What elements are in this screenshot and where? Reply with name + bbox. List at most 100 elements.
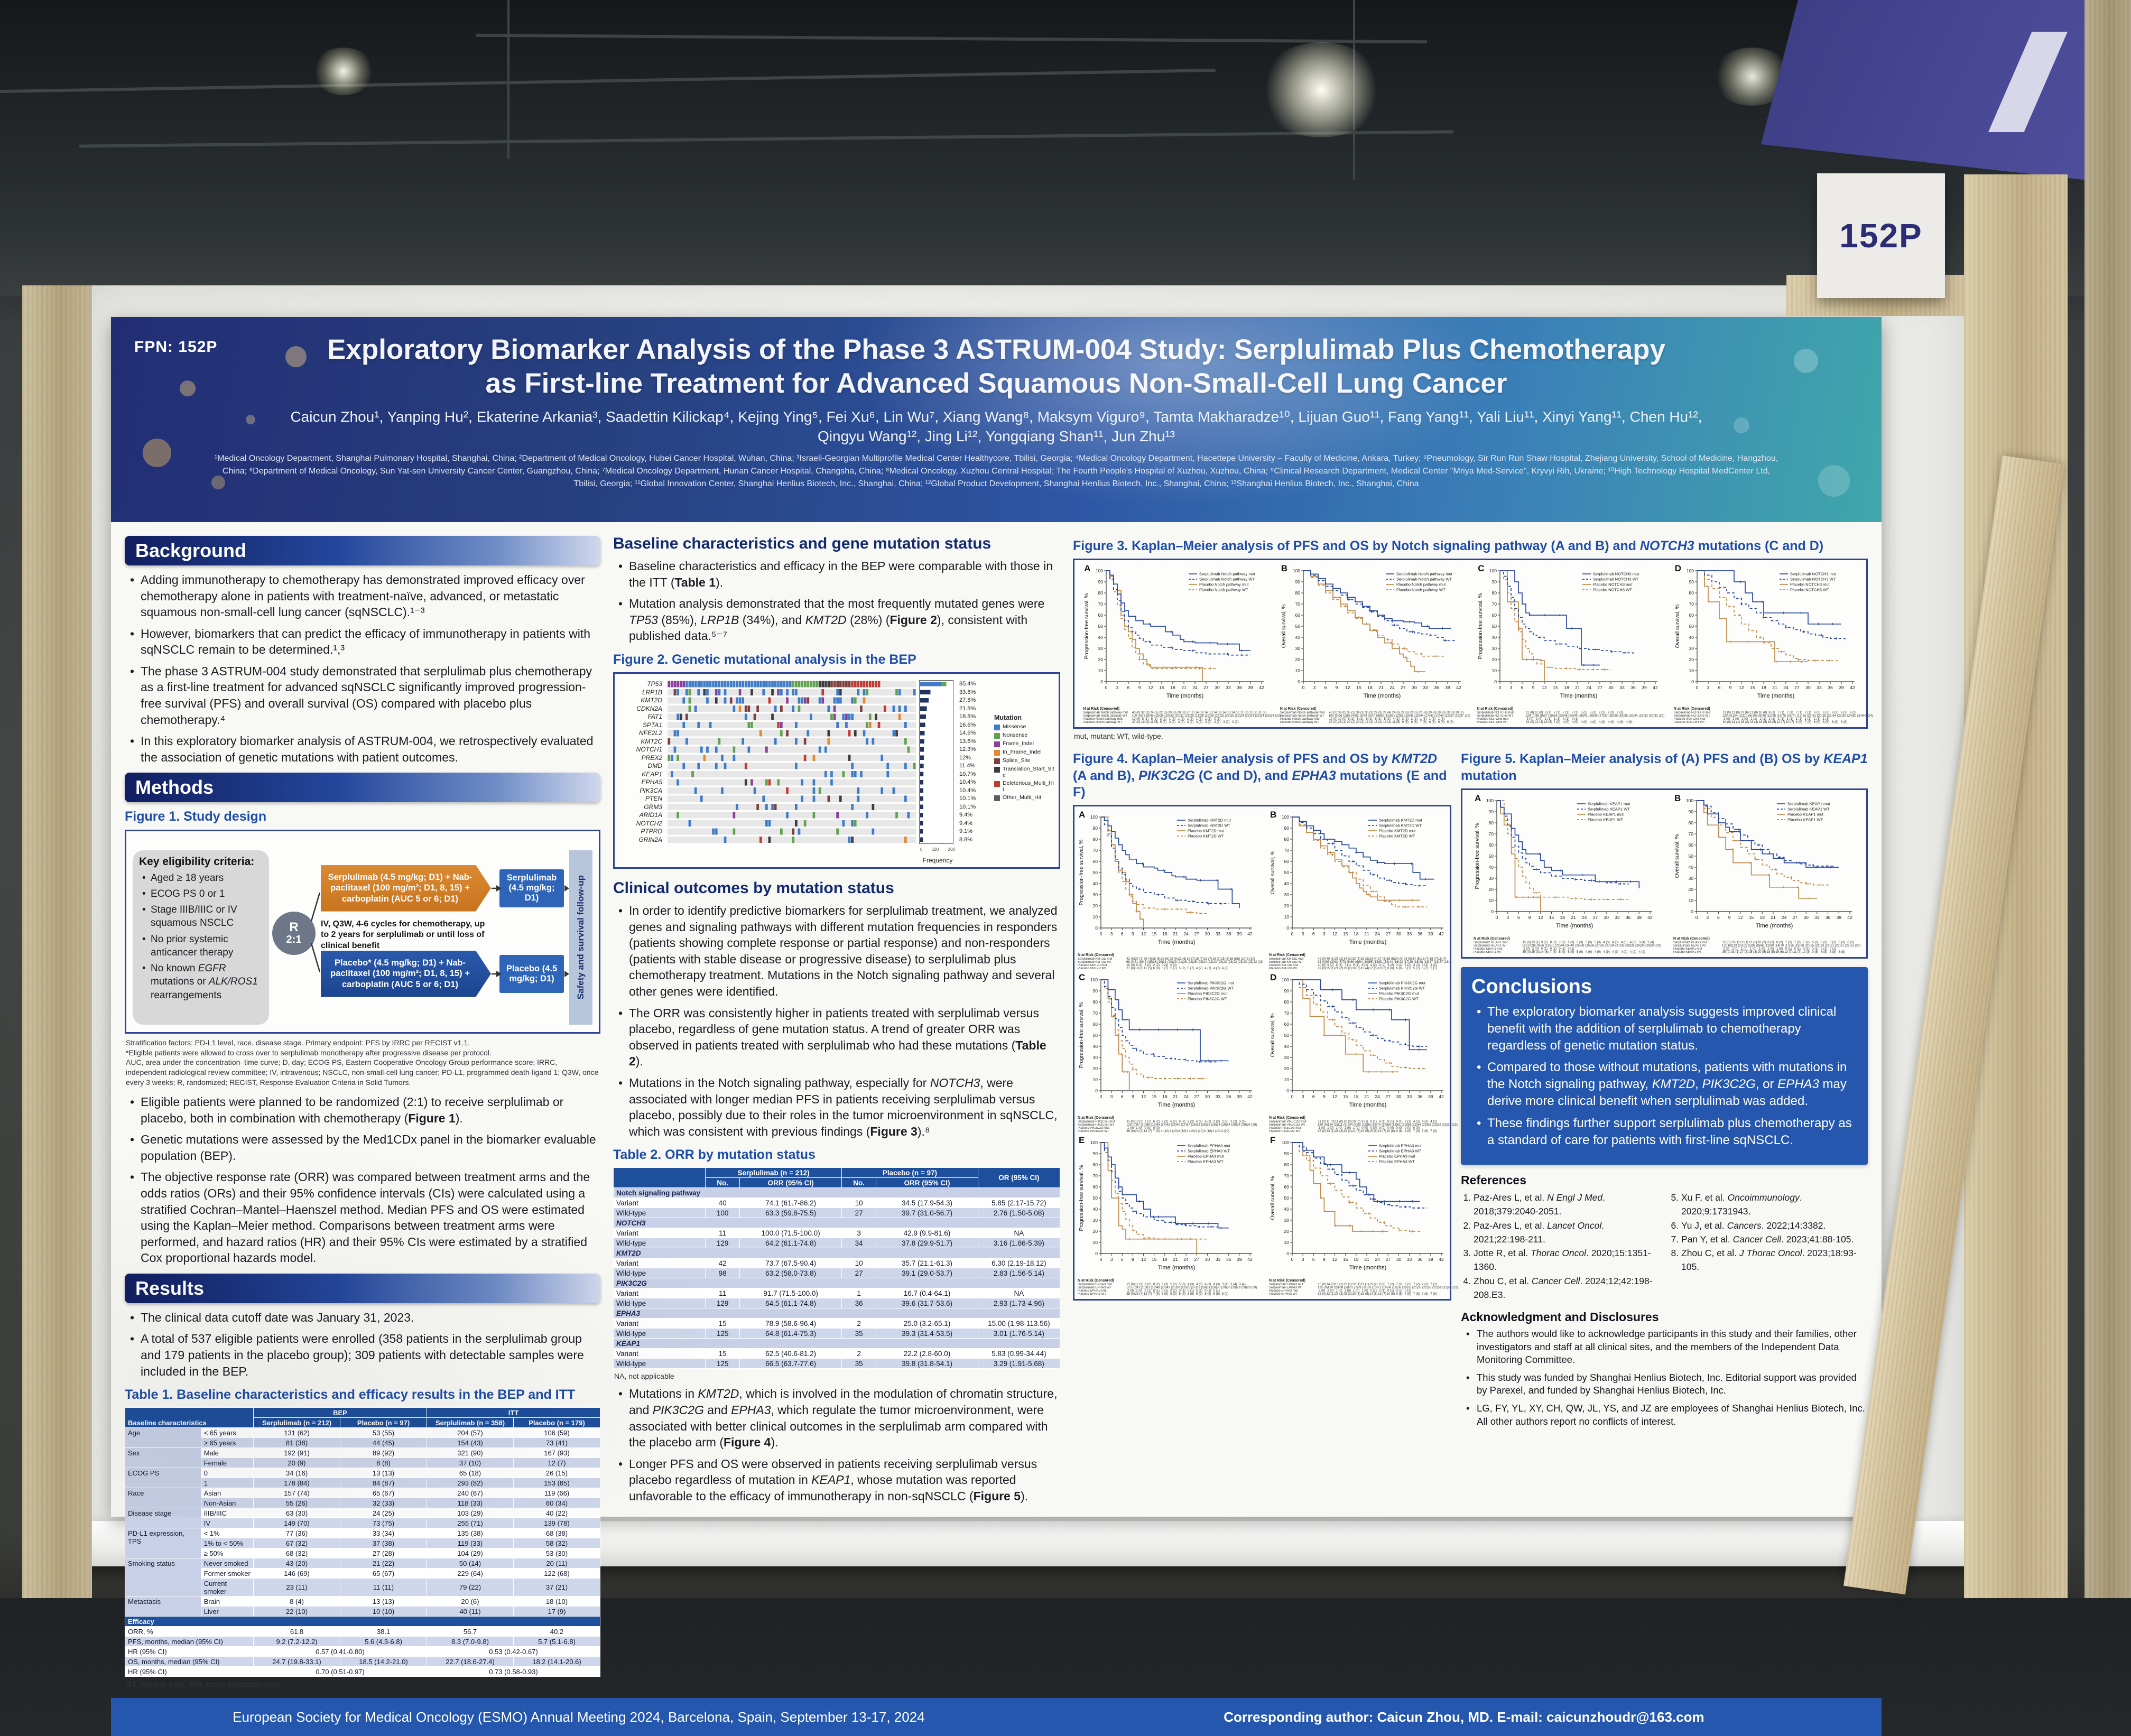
svg-text:30: 30 xyxy=(1205,1094,1210,1099)
svg-text:30: 30 xyxy=(1689,876,1694,881)
svg-text:80: 80 xyxy=(1492,590,1497,596)
svg-text:80: 80 xyxy=(1284,837,1290,842)
svg-text:12: 12 xyxy=(1739,685,1744,690)
svg-text:30: 30 xyxy=(1093,892,1098,897)
svg-text:30: 30 xyxy=(1492,646,1497,651)
list-item: Mutations in the Notch signaling pathway… xyxy=(615,1075,1059,1139)
svg-text:Placebo EPHA3 mut: Placebo EPHA3 mut xyxy=(1188,1154,1224,1159)
hanging-banner xyxy=(1761,0,2131,185)
svg-text:40: 40 xyxy=(1295,635,1300,640)
svg-text:100: 100 xyxy=(1293,568,1300,573)
svg-text:30: 30 xyxy=(1396,1257,1402,1262)
svg-text:42: 42 xyxy=(1259,685,1265,690)
svg-text:70: 70 xyxy=(1689,601,1694,607)
svg-text:40: 40 xyxy=(1284,1044,1290,1049)
svg-text:20: 20 xyxy=(1689,887,1694,892)
risk-table: N at Risk (Censored) Serplulimab NOTCH3 m… xyxy=(1477,707,1665,725)
svg-text:Placebo Notch pathway WT: Placebo Notch pathway WT xyxy=(1396,588,1446,592)
risk-table: N at Risk (Censored) Serplulimab Notch pa… xyxy=(1083,707,1281,725)
svg-text:70: 70 xyxy=(1093,1010,1098,1016)
list-item: Yu J, et al. Cancers. 2022;14:3382. xyxy=(1681,1219,1868,1232)
ceiling-light xyxy=(312,48,375,95)
table1: Baseline characteristics BEP ITT Serplulima… xyxy=(125,1407,600,1677)
km-panel-f5b: B 0 10 20 30 40 50 60 70 80 90 100 0 3 6 9 12 15 18 21 24 27 3… xyxy=(1673,793,1861,954)
ceiling-truss xyxy=(0,68,1216,94)
svg-text:36: 36 xyxy=(1417,1094,1423,1099)
svg-text:42: 42 xyxy=(1850,685,1855,690)
middle-column: Baseline characteristics and gene mutati… xyxy=(613,533,1061,1694)
svg-text:Time (months): Time (months) xyxy=(1556,923,1593,929)
svg-text:Placebo NOTCH3 mut: Placebo NOTCH3 mut xyxy=(1593,582,1633,587)
svg-text:30: 30 xyxy=(1093,1218,1098,1223)
svg-text:60: 60 xyxy=(1093,1184,1098,1190)
svg-text:50: 50 xyxy=(1093,1195,1098,1201)
svg-text:Overall survival, %: Overall survival, % xyxy=(1675,605,1681,648)
svg-text:40: 40 xyxy=(1284,1206,1290,1212)
svg-text:Serplulimab EPHA3 WT: Serplulimab EPHA3 WT xyxy=(1379,1149,1421,1154)
ceiling-truss xyxy=(79,130,1453,148)
svg-text:Serplulimab KMT2D mut: Serplulimab KMT2D mut xyxy=(1379,818,1423,823)
svg-text:36: 36 xyxy=(1417,1257,1423,1262)
svg-text:70: 70 xyxy=(1093,1173,1098,1178)
svg-text:60: 60 xyxy=(1689,612,1694,618)
svg-text:6: 6 xyxy=(1121,1094,1124,1099)
list-item: Zhou C, et al. J Thorac Oncol. 2023;18:9… xyxy=(1681,1246,1868,1274)
svg-text:30: 30 xyxy=(1284,892,1290,897)
svg-text:6: 6 xyxy=(1521,685,1524,690)
svg-text:70: 70 xyxy=(1489,831,1494,837)
svg-text:24: 24 xyxy=(1389,685,1395,690)
svg-text:100: 100 xyxy=(1282,977,1289,982)
svg-text:15: 15 xyxy=(1152,1257,1157,1262)
svg-text:Overall survival, %: Overall survival, % xyxy=(1281,605,1287,648)
svg-text:0: 0 xyxy=(1302,685,1304,690)
svg-text:6: 6 xyxy=(1312,931,1315,936)
svg-text:20: 20 xyxy=(1284,1066,1290,1071)
svg-text:33: 33 xyxy=(1423,685,1428,690)
svg-text:Placebo KMT2D WT: Placebo KMT2D WT xyxy=(1188,834,1224,839)
decorative-dot xyxy=(211,476,225,489)
svg-text:0: 0 xyxy=(1286,1088,1289,1093)
svg-text:0: 0 xyxy=(1095,1088,1098,1093)
svg-text:9: 9 xyxy=(1323,1094,1326,1099)
svg-text:27: 27 xyxy=(1194,1094,1200,1099)
gene-section-bullets: Baseline characteristics and efficacy in… xyxy=(615,558,1059,644)
svg-text:3: 3 xyxy=(1302,931,1304,936)
section-heading-methods: Methods xyxy=(125,773,600,803)
svg-text:30: 30 xyxy=(1284,1218,1290,1223)
svg-text:Placebo KMT2D WT: Placebo KMT2D WT xyxy=(1379,834,1415,839)
svg-text:18: 18 xyxy=(1354,1257,1359,1262)
svg-text:0: 0 xyxy=(1695,915,1698,920)
svg-text:80: 80 xyxy=(1093,1162,1098,1167)
decorative-dot xyxy=(1794,349,1818,373)
list-item: The authors would like to acknowledge pa… xyxy=(1463,1327,1867,1367)
table1-footnote: ITT, intent-to-treat; TPS, tumor proport… xyxy=(126,1680,283,1689)
svg-text:60: 60 xyxy=(1489,842,1494,848)
list-item: Adding immunotherapy to chemotherapy has… xyxy=(127,572,599,620)
svg-text:42: 42 xyxy=(1247,931,1253,936)
arm-placebo: Placebo* (4.5 mg/kg; D1) + Nab-paclitaxe… xyxy=(321,950,491,997)
svg-text:30: 30 xyxy=(1098,646,1104,651)
svg-text:100: 100 xyxy=(1687,568,1694,573)
svg-text:15: 15 xyxy=(1356,685,1361,690)
svg-text:0: 0 xyxy=(1100,1257,1102,1262)
svg-text:27: 27 xyxy=(1386,1094,1391,1099)
svg-text:0: 0 xyxy=(1100,931,1102,936)
frequency-bars xyxy=(919,680,953,844)
svg-text:10: 10 xyxy=(1093,914,1098,920)
poster-footer: European Society for Medical Oncology (E… xyxy=(111,1698,1882,1736)
svg-text:80: 80 xyxy=(1284,1162,1290,1167)
title-line-2: as First-line Treatment for Advanced Squ… xyxy=(485,367,1507,399)
svg-text:21: 21 xyxy=(1364,931,1369,936)
svg-text:39: 39 xyxy=(1637,915,1642,920)
svg-text:3: 3 xyxy=(1510,685,1513,690)
svg-text:50: 50 xyxy=(1093,870,1098,875)
svg-text:20: 20 xyxy=(1093,903,1098,908)
svg-text:60: 60 xyxy=(1492,612,1497,618)
svg-text:40: 40 xyxy=(1093,881,1098,886)
list-item: This study was funded by Shanghai Henliu… xyxy=(1463,1371,1867,1397)
svg-text:40: 40 xyxy=(1689,865,1694,870)
svg-text:80: 80 xyxy=(1295,590,1300,596)
figure5-box: A 0 10 20 30 40 50 60 70 80 90 100 0 3 6 9 12 15 18 21 24 27 3… xyxy=(1461,788,1868,959)
